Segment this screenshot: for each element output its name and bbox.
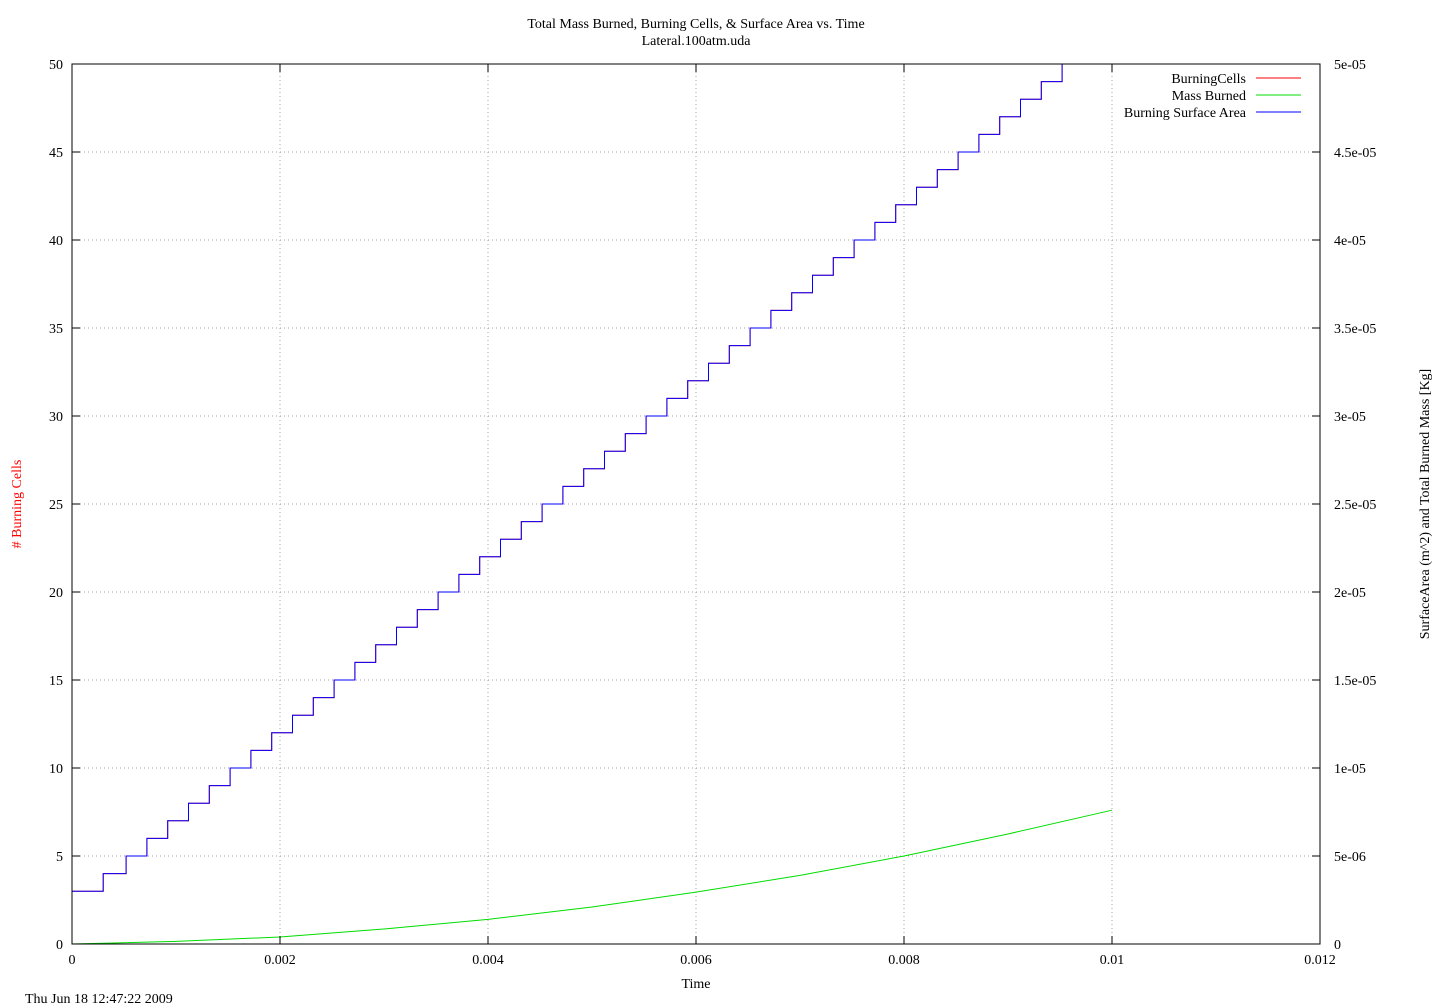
axis-ticks: 0 0.002 0.004 0.006 0.008 0.01 0.0120510152025… xyxy=(49,58,1376,968)
timestamp: Thu Jun 18 12:47:22 2009 xyxy=(25,992,173,1007)
y2-tick-label: 1e-05 xyxy=(1334,762,1366,777)
x-tick-label: 0.006 xyxy=(680,953,712,968)
y-tick-label: 20 xyxy=(49,586,63,601)
y2-tick-label: 4e-05 xyxy=(1334,234,1366,249)
y2-tick-label: 3e-05 xyxy=(1334,410,1366,425)
y2-tick-label: 3.5e-05 xyxy=(1334,322,1376,337)
x-tick-label: 0.01 xyxy=(1100,953,1125,968)
legend: BurningCells Mass Burned Burning Surface A… xyxy=(1124,72,1301,121)
y-tick-label: 5 xyxy=(56,850,63,865)
x-axis-label: Time xyxy=(681,977,710,992)
y2-tick-label: 5e-06 xyxy=(1334,850,1366,865)
y-tick-label: 45 xyxy=(49,146,63,161)
y2-tick-label: 5e-05 xyxy=(1334,58,1366,73)
y-tick-label: 35 xyxy=(49,322,63,337)
y2-tick-label: 4.5e-05 xyxy=(1334,146,1376,161)
chart-title: Total Mass Burned, Burning Cells, & Surf… xyxy=(527,17,864,32)
y-tick-label: 0 xyxy=(56,938,63,953)
y-tick-label: 50 xyxy=(49,58,63,73)
y-tick-label: 15 xyxy=(49,674,63,689)
series-line-burningcells xyxy=(72,63,1112,892)
chart-subtitle: Lateral.100atm.uda xyxy=(642,34,752,49)
y-tick-label: 40 xyxy=(49,234,63,249)
x-tick-label: 0.008 xyxy=(888,953,920,968)
series-line-burning-surface-area xyxy=(72,63,1112,892)
y2-tick-label: 2e-05 xyxy=(1334,586,1366,601)
legend-label-burningcells: BurningCells xyxy=(1171,72,1246,87)
y2-tick-label: 1.5e-05 xyxy=(1334,674,1376,689)
y2-axis-label: SurfaceArea (m^2) and Total Burned Mass … xyxy=(1418,369,1433,639)
y-tick-label: 30 xyxy=(49,410,63,425)
legend-label-mass-burned: Mass Burned xyxy=(1172,89,1246,104)
x-tick-label: 0.012 xyxy=(1304,953,1336,968)
plot-area xyxy=(71,63,1113,945)
y-tick-label: 25 xyxy=(49,498,63,513)
y-axis-label: # Burning Cells xyxy=(10,460,25,549)
y2-tick-label: 2.5e-05 xyxy=(1334,498,1376,513)
series-line-mass-burned xyxy=(71,809,1113,945)
grid xyxy=(72,64,1320,944)
x-tick-label: 0.002 xyxy=(264,953,296,968)
legend-label-burning-surface-area: Burning Surface Area xyxy=(1124,106,1247,121)
y-tick-label: 10 xyxy=(49,762,63,777)
x-tick-label: 0 xyxy=(69,953,76,968)
y2-tick-label: 0 xyxy=(1334,938,1341,953)
x-tick-label: 0.004 xyxy=(472,953,504,968)
